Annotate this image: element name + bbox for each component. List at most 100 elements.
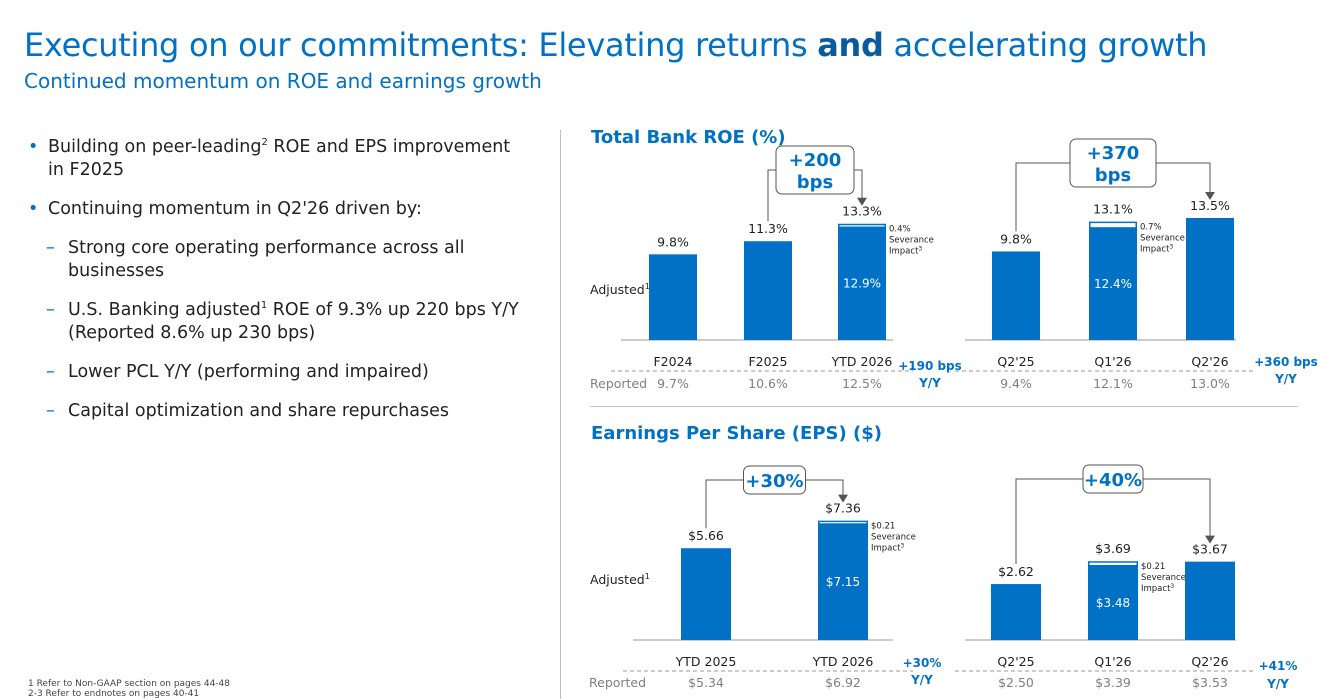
eps-quarterly-reported-value: $2.50 bbox=[998, 675, 1034, 690]
roe-annual-reported-value: 9.7% bbox=[657, 376, 689, 391]
page-subtitle: Continued momentum on ROE and earnings g… bbox=[24, 69, 542, 93]
eps-annual-series-label: Adjusted1 bbox=[590, 572, 650, 587]
sub-bullet-us-banking: U.S. Banking adjusted1 ROE of 9.3% up 22… bbox=[28, 299, 528, 345]
eps-quarterly-value-label: $3.67 bbox=[1192, 542, 1228, 557]
eps-quarterly-severance-segment bbox=[1088, 561, 1138, 567]
eps-annual-category-label: YTD 2026 bbox=[812, 654, 874, 669]
sub-bullet-lower-pcl: Lower PCL Y/Y (performing and impaired) bbox=[28, 361, 528, 384]
footnotes: 1 Refer to Non-GAAP section on pages 44-… bbox=[28, 679, 230, 699]
roe-annual-callout-value: +200 bbox=[789, 150, 842, 171]
roe-annual-callout-arrow bbox=[857, 197, 867, 206]
eps-annual-reported-label: Reported bbox=[589, 675, 646, 690]
roe-annual-bar bbox=[744, 241, 792, 340]
eps-annual-reported-value: $5.34 bbox=[688, 675, 724, 690]
roe-quarterly-callout-arrow bbox=[1205, 192, 1215, 200]
roe-chart-title: Total Bank ROE (%) bbox=[591, 127, 786, 148]
eps-annual-value-label: $5.66 bbox=[688, 528, 724, 543]
eps-quarterly-value-label: $3.69 bbox=[1095, 541, 1131, 556]
roe-quarterly-callout-box bbox=[1069, 138, 1157, 188]
eps-quarterly-yy-change: +41% bbox=[1259, 659, 1298, 673]
roe-annual-value-label: 13.3% bbox=[842, 204, 882, 219]
eps-quarterly-severance-impact: Impact3 bbox=[1141, 583, 1174, 594]
roe-quarterly-callout-value: +370 bbox=[1087, 143, 1140, 164]
roe-annual-severance-segment bbox=[838, 223, 886, 228]
roe-quarterly-category-label: Q2'26 bbox=[1191, 354, 1228, 369]
eps-quarterly-callout-right bbox=[1143, 478, 1211, 538]
eps-quarterly-bar-inner-label: $3.48 bbox=[1096, 596, 1130, 610]
eps-quarterly-severance-value: $0.21 bbox=[1141, 562, 1165, 572]
roe-annual-callout-right bbox=[854, 169, 863, 200]
roe-annual-reported-label: Reported bbox=[590, 376, 647, 391]
eps-annual-severance-segment bbox=[818, 520, 868, 525]
bullet-momentum: Continuing momentum in Q2'26 driven by: bbox=[28, 198, 528, 221]
roe-quarterly-callout-right bbox=[1156, 162, 1211, 194]
eps-annual-bar bbox=[818, 524, 868, 640]
roe-annual-category-label: F2025 bbox=[748, 354, 787, 369]
roe-annual-bar-inner-label: 12.9% bbox=[843, 277, 881, 291]
eps-annual-callout-right bbox=[805, 479, 844, 497]
roe-quarterly-bar bbox=[1186, 218, 1234, 340]
roe-annual-callout-box bbox=[775, 145, 855, 195]
roe-quarterly-category-label: Q2'25 bbox=[997, 354, 1034, 369]
eps-quarterly-category-label: Q1'26 bbox=[1094, 654, 1131, 669]
roe-quarterly-severance-value: 0.7% bbox=[1140, 223, 1162, 233]
roe-annual-callout-unit: bps bbox=[797, 172, 833, 193]
roe-annual-severance-label: Severance bbox=[889, 236, 934, 246]
roe-annual-bar bbox=[649, 254, 697, 340]
roe-annual-reported-value: 10.6% bbox=[748, 376, 788, 391]
eps-annual-callout-arrow bbox=[838, 494, 848, 503]
eps-annual-category-label: YTD 2025 bbox=[675, 654, 737, 669]
eps-quarterly-reported-value: $3.53 bbox=[1192, 675, 1228, 690]
bullet-peer-leading: Building on peer-leading2 ROE and EPS im… bbox=[28, 136, 528, 182]
roe-annual-value-label: 9.8% bbox=[657, 234, 689, 249]
roe-quarterly-bar bbox=[992, 251, 1040, 340]
eps-annual-value-label: $7.36 bbox=[825, 501, 861, 516]
roe-annual-category-label: F2024 bbox=[653, 354, 692, 369]
roe-quarterly-yy-change: +360 bps bbox=[1254, 355, 1318, 369]
eps-annual-severance-impact: Impact3 bbox=[871, 543, 904, 554]
eps-annual-callout-left bbox=[705, 479, 744, 529]
roe-annual-yy-label: Y/Y bbox=[918, 376, 941, 390]
eps-annual-bar bbox=[681, 548, 731, 640]
eps-annual-severance-value: $0.21 bbox=[871, 522, 895, 532]
roe-annual-category-label: YTD 2026 bbox=[831, 354, 893, 369]
roe-annual-value-label: 11.3% bbox=[748, 221, 788, 236]
eps-annual-callout-box bbox=[743, 465, 806, 495]
roe-quarterly-reported-value: 13.0% bbox=[1190, 376, 1230, 391]
roe-quarterly-yy-label: Y/Y bbox=[1274, 372, 1297, 386]
eps-quarterly-bar bbox=[1088, 565, 1138, 640]
eps-quarterly-callout-value: +40% bbox=[1084, 470, 1142, 491]
eps-chart-title: Earnings Per Share (EPS) ($) bbox=[591, 423, 882, 444]
sub-bullet-capital: Capital optimization and share repurchas… bbox=[28, 400, 528, 423]
eps-quarterly-category-label: Q2'26 bbox=[1191, 654, 1228, 669]
roe-annual-series-label: Adjusted1 bbox=[590, 282, 650, 297]
eps-quarterly-yy-label: Y/Y bbox=[1266, 677, 1289, 691]
roe-quarterly-category-label: Q1'26 bbox=[1094, 354, 1131, 369]
footnote-2-3: 2-3 Refer to endnotes on pages 40-41 bbox=[28, 689, 200, 699]
roe-quarterly-reported-value: 12.1% bbox=[1093, 376, 1133, 391]
eps-quarterly-category-label: Q2'25 bbox=[997, 654, 1034, 669]
roe-quarterly-severance-impact: Impact3 bbox=[1140, 244, 1173, 255]
eps-quarterly-callout-box bbox=[1082, 464, 1144, 494]
vertical-divider bbox=[560, 130, 561, 699]
eps-quarterly-severance-label: Severance bbox=[1141, 573, 1186, 583]
roe-quarterly-value-label: 13.1% bbox=[1093, 202, 1133, 217]
roe-quarterly-bar-inner-label: 12.4% bbox=[1094, 277, 1132, 291]
eps-quarterly-bar bbox=[991, 584, 1041, 640]
roe-annual-severance-value: 0.4% bbox=[889, 225, 911, 235]
roe-quarterly-callout-left bbox=[1015, 162, 1070, 232]
roe-quarterly-bar bbox=[1089, 227, 1137, 340]
bullet-list: Building on peer-leading2 ROE and EPS im… bbox=[28, 136, 528, 439]
eps-quarterly-value-label: $2.62 bbox=[998, 564, 1034, 579]
roe-annual-reported-value: 12.5% bbox=[842, 376, 882, 391]
eps-annual-reported-value: $6.92 bbox=[825, 675, 861, 690]
roe-annual-callout-left bbox=[767, 169, 776, 222]
roe-annual-severance-impact: Impact3 bbox=[889, 246, 922, 257]
roe-quarterly-severance-label: Severance bbox=[1140, 234, 1185, 244]
page-title: Executing on our commitments: Elevating … bbox=[24, 26, 1208, 64]
footnote-1: 1 Refer to Non-GAAP section on pages 44-… bbox=[28, 679, 231, 689]
roe-quarterly-callout-unit: bps bbox=[1095, 165, 1131, 186]
roe-quarterly-value-label: 9.8% bbox=[1000, 231, 1032, 246]
eps-quarterly-reported-value: $3.39 bbox=[1095, 675, 1131, 690]
sub-bullet-core-performance: Strong core operating performance across… bbox=[28, 237, 528, 283]
